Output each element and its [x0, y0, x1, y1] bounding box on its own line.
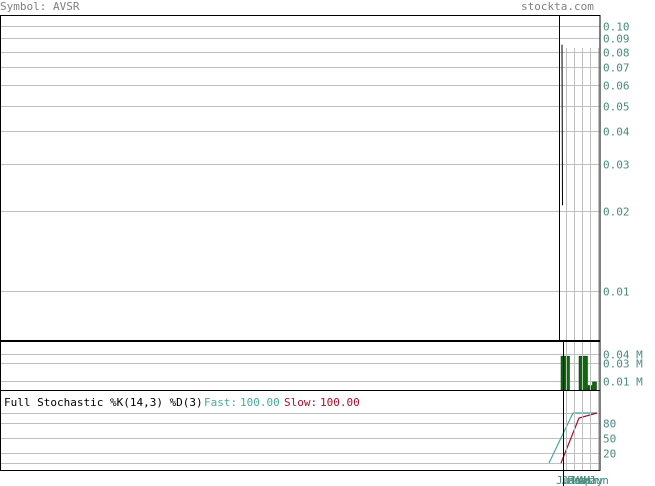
- price-panel-frame: [0, 15, 601, 341]
- x-tick-label: Jun: [589, 474, 609, 486]
- stochastic-fast-line: [548, 412, 597, 464]
- price-tick-label: 0.10: [603, 21, 630, 34]
- fast-label: Fast:: [204, 396, 237, 409]
- symbol-label: Symbol: AVSR: [0, 0, 80, 13]
- volume-panel-frame: [0, 341, 601, 391]
- price-tick-label: 0.02: [603, 206, 630, 219]
- stochastic-tick-label: 80: [603, 418, 616, 431]
- stochastic-tick-label: 50: [603, 433, 616, 446]
- price-series-line: [561, 44, 563, 206]
- price-tick-label: 0.09: [603, 33, 630, 46]
- price-tick-label: 0.08: [603, 47, 630, 60]
- price-tick-label: 0.04: [603, 126, 630, 139]
- brand-label: stockta.com: [521, 0, 594, 13]
- price-panel: 0.100.090.08 0.07 0.06 0.05 0.04 0.03 0.02 0.01: [0, 21, 630, 299]
- price-tick-label: 0.05: [603, 101, 630, 114]
- stochastic-title: Full Stochastic %K(14,3) %D(3): [4, 396, 203, 409]
- x-tick-label: Mar: [573, 474, 593, 486]
- x-tick-label: Feb: [567, 474, 587, 486]
- x-tick-label: Jan: [562, 474, 582, 486]
- x-tick-label: Apr: [578, 474, 598, 486]
- fast-value: 100.00: [240, 396, 280, 409]
- stochastic-tick-label: 20: [603, 448, 616, 461]
- price-tick-label: 0.03: [603, 159, 630, 172]
- volume-tick-label: 0.03 M: [603, 358, 643, 371]
- price-tick-label: 0.07: [603, 62, 630, 75]
- x-tick-label: May: [584, 474, 604, 486]
- slow-label: Slow:: [284, 396, 317, 409]
- volume-bar: [592, 381, 597, 391]
- x-tick-label: Jul: [556, 474, 576, 486]
- slow-value: 100.00: [320, 396, 360, 409]
- panel-frames: [0, 15, 601, 486]
- volume-tick-label: 0.04 M: [603, 349, 643, 362]
- price-tick-label: 0.01: [603, 286, 630, 299]
- volume-panel: 0.04 M0.03 M 0.01 M: [0, 349, 643, 391]
- volume-tick-label: 0.01 M: [603, 376, 643, 389]
- volume-bar: [583, 355, 588, 391]
- price-tick-label: 0.06: [603, 80, 630, 93]
- stochastic-panel: Full Stochastic %K(14,3) %D(3) Fast: 100…: [0, 396, 616, 486]
- stochastic-panel-frame: [0, 390, 601, 471]
